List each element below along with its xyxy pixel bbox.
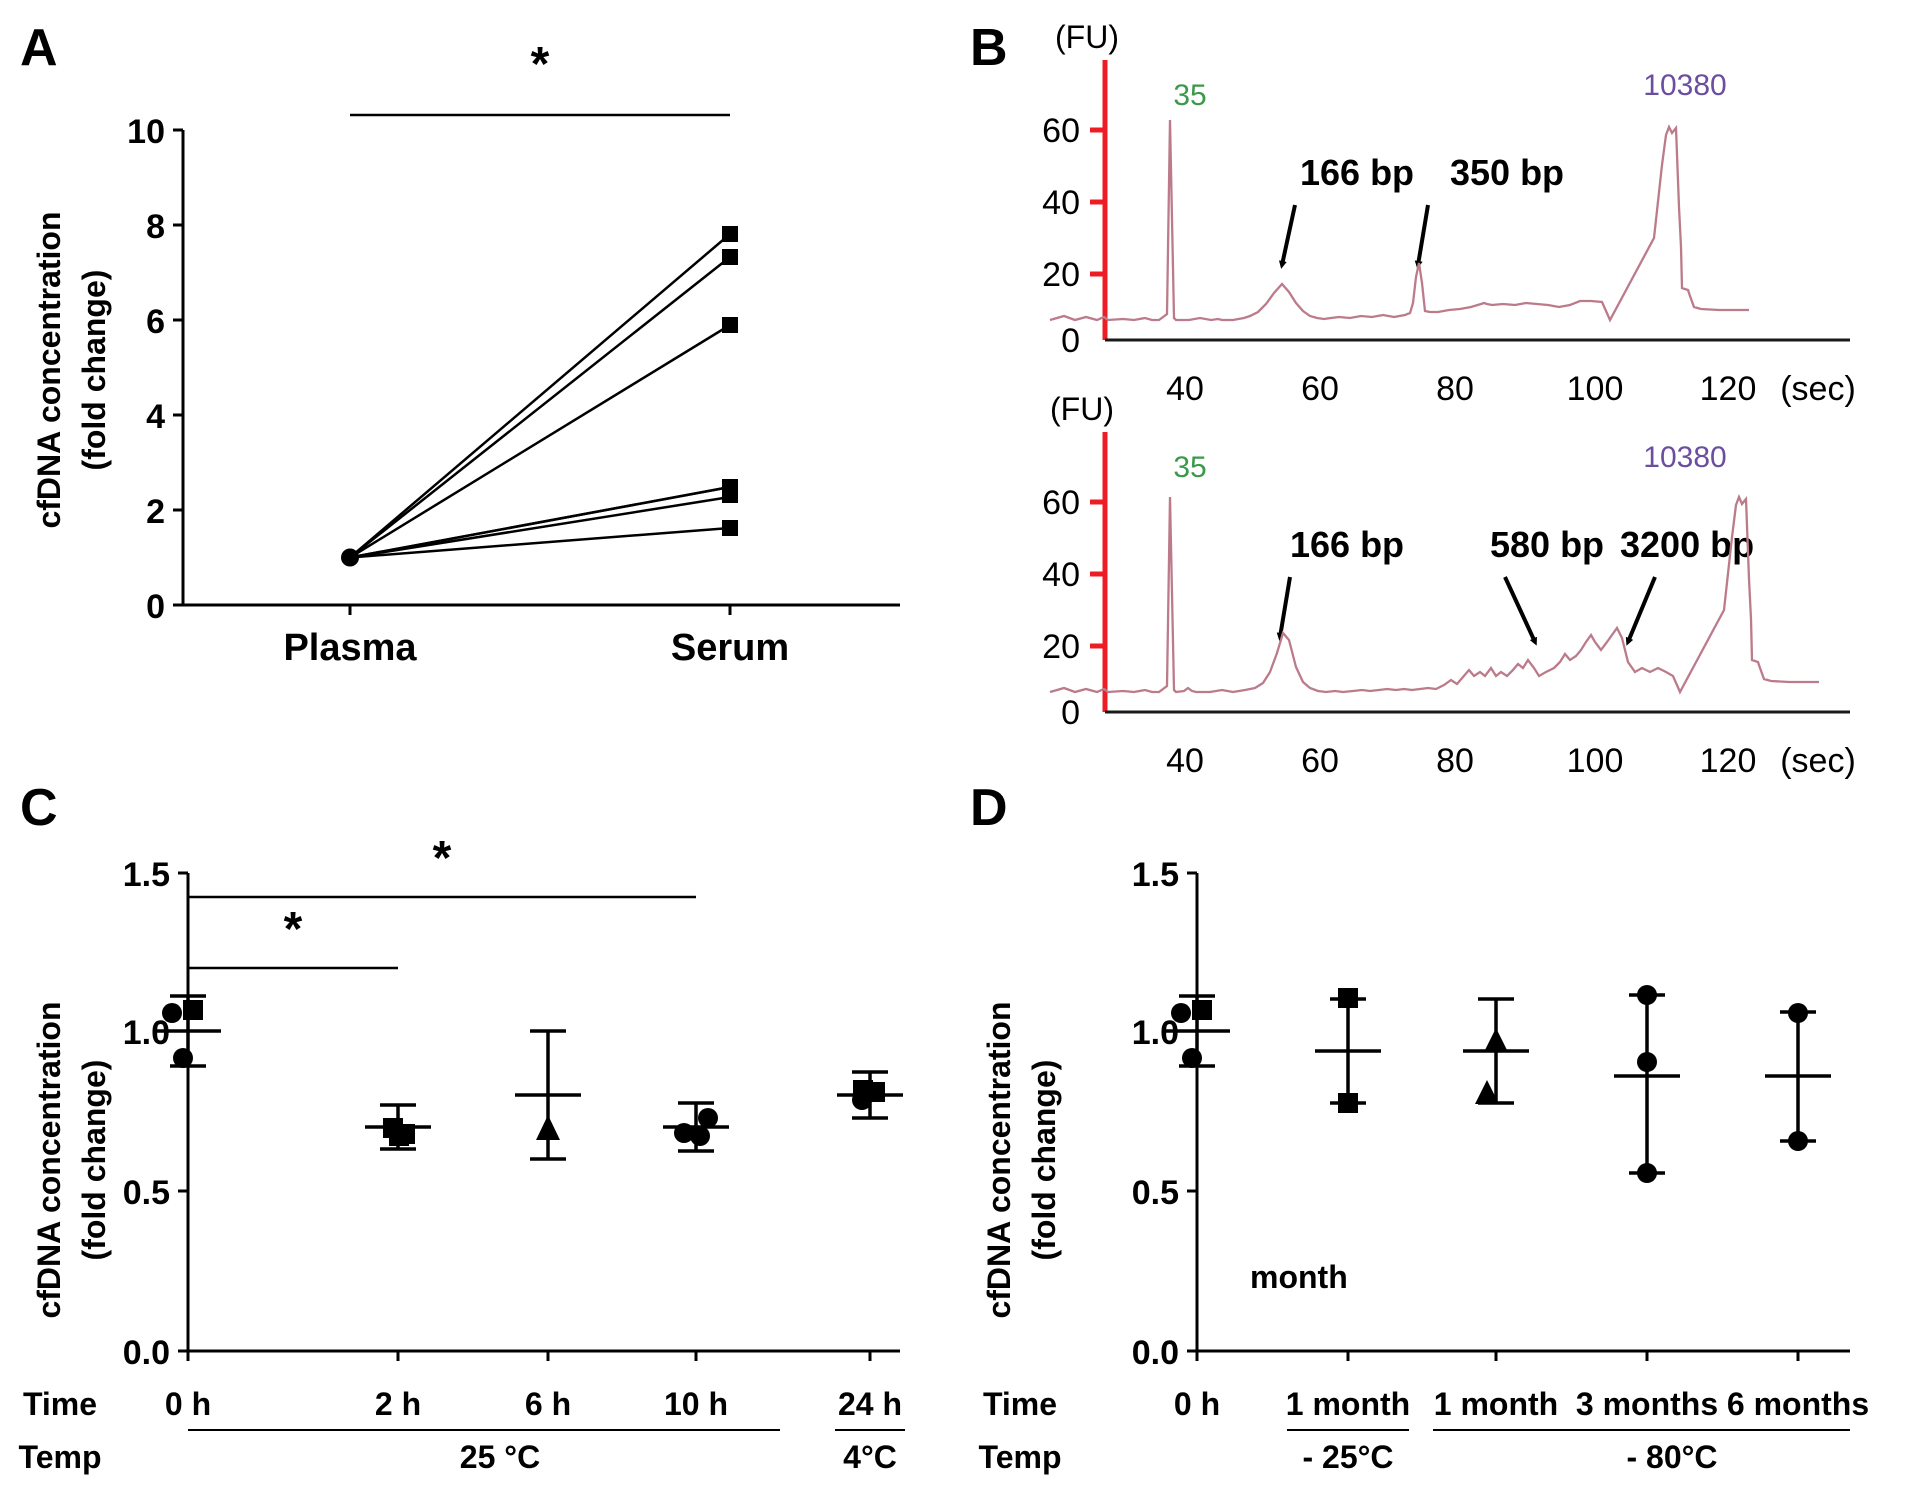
svg-text:120: 120	[1700, 370, 1757, 408]
svg-text:2: 2	[146, 493, 165, 531]
svg-text:6 months: 6 months	[1727, 1386, 1869, 1422]
svg-text:0.5: 0.5	[1132, 1174, 1179, 1212]
svg-text:Temp: Temp	[979, 1439, 1062, 1475]
svg-text:4: 4	[146, 398, 165, 436]
svg-text:0.0: 0.0	[123, 1334, 170, 1372]
svg-text:month: month	[1250, 1259, 1348, 1295]
svg-text:B: B	[970, 19, 1008, 77]
svg-text:40: 40	[1042, 556, 1080, 594]
svg-text:cfDNA concentration: cfDNA concentration	[31, 211, 67, 528]
svg-text:10380: 10380	[1643, 441, 1726, 474]
svg-text:0.0: 0.0	[1132, 1334, 1179, 1372]
svg-text:35: 35	[1173, 451, 1206, 484]
svg-text:4°C: 4°C	[843, 1439, 897, 1475]
svg-text:0: 0	[1061, 694, 1080, 732]
svg-text:10 h: 10 h	[664, 1386, 728, 1422]
svg-text:0: 0	[1061, 322, 1080, 360]
svg-text:(FU): (FU)	[1050, 391, 1114, 427]
svg-text:*: *	[433, 832, 452, 885]
svg-text:1.0: 1.0	[1132, 1014, 1179, 1052]
svg-text:D: D	[970, 779, 1008, 837]
svg-text:0 h: 0 h	[1174, 1386, 1220, 1422]
svg-text:6 h: 6 h	[525, 1386, 571, 1422]
svg-text:*: *	[531, 38, 550, 91]
svg-text:A: A	[20, 19, 58, 77]
svg-text:25 °C: 25 °C	[460, 1439, 540, 1475]
svg-text:60: 60	[1042, 112, 1080, 150]
svg-text:40: 40	[1042, 184, 1080, 222]
svg-text:40: 40	[1166, 370, 1204, 408]
svg-text:60: 60	[1301, 370, 1339, 408]
svg-text:Time: Time	[983, 1386, 1057, 1422]
svg-text:- 80°C: - 80°C	[1626, 1439, 1717, 1475]
svg-text:3 months: 3 months	[1576, 1386, 1718, 1422]
svg-text:0.5: 0.5	[123, 1174, 170, 1212]
svg-text:10: 10	[127, 113, 165, 151]
svg-text:100: 100	[1567, 370, 1624, 408]
svg-text:(fold change): (fold change)	[1026, 1060, 1062, 1261]
svg-text:(FU): (FU)	[1055, 19, 1119, 55]
svg-text:80: 80	[1436, 370, 1474, 408]
svg-text:C: C	[20, 779, 58, 837]
svg-text:8: 8	[146, 208, 165, 246]
svg-text:1.0: 1.0	[123, 1014, 170, 1052]
svg-text:20: 20	[1042, 256, 1080, 294]
svg-text:*: *	[284, 903, 303, 956]
svg-text:1 month: 1 month	[1434, 1386, 1558, 1422]
svg-text:35: 35	[1173, 79, 1206, 112]
svg-text:6: 6	[146, 303, 165, 341]
svg-text:2 h: 2 h	[375, 1386, 421, 1422]
svg-text:Temp: Temp	[19, 1439, 102, 1475]
svg-text:cfDNA concentration: cfDNA concentration	[31, 1001, 67, 1318]
svg-text:cfDNA concentration: cfDNA concentration	[981, 1001, 1017, 1318]
svg-text:0: 0	[146, 588, 165, 626]
svg-text:0 h: 0 h	[165, 1386, 211, 1422]
svg-text:1.5: 1.5	[1132, 856, 1179, 894]
svg-text:1.5: 1.5	[123, 856, 170, 894]
svg-text:- 25°C: - 25°C	[1302, 1439, 1393, 1475]
svg-text:Serum: Serum	[671, 627, 789, 669]
svg-text:580 bp: 580 bp	[1490, 524, 1604, 565]
svg-text:166 bp: 166 bp	[1300, 152, 1414, 193]
svg-text:(fold change): (fold change)	[76, 270, 112, 471]
svg-text:1 month: 1 month	[1286, 1386, 1410, 1422]
svg-text:24 h: 24 h	[838, 1386, 902, 1422]
svg-text:(fold change): (fold change)	[76, 1060, 112, 1261]
svg-text:Time: Time	[23, 1386, 97, 1422]
svg-text:166 bp: 166 bp	[1290, 524, 1404, 565]
svg-text:20: 20	[1042, 628, 1080, 666]
svg-text:(sec): (sec)	[1780, 370, 1856, 408]
svg-text:Plasma: Plasma	[283, 627, 417, 669]
svg-text:10380: 10380	[1643, 69, 1726, 102]
svg-text:60: 60	[1042, 484, 1080, 522]
svg-text:350 bp: 350 bp	[1450, 152, 1564, 193]
